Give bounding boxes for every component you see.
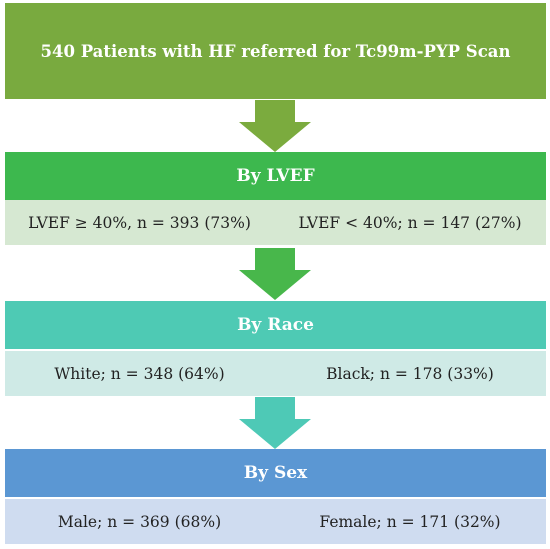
down-arrow-icon bbox=[239, 397, 311, 449]
down-arrow-icon bbox=[239, 248, 311, 300]
down-arrow-icon bbox=[239, 100, 311, 152]
lvef-header: By LVEF bbox=[5, 152, 546, 200]
sex-right-label: Female; n = 171 (32%) bbox=[319, 512, 501, 531]
race-left-box: White; n = 348 (64%) bbox=[5, 351, 274, 396]
top-box-label: 540 Patients with HF referred for Tc99m-… bbox=[40, 41, 511, 61]
race-header: By Race bbox=[5, 301, 546, 349]
sex-left-box: Male; n = 369 (68%) bbox=[5, 499, 274, 544]
sex-right-box: Female; n = 171 (32%) bbox=[274, 499, 546, 544]
sex-header: By Sex bbox=[5, 449, 546, 497]
lvef-right-box: LVEF < 40%; n = 147 (27%) bbox=[274, 200, 546, 245]
race-right-label: Black; n = 178 (33%) bbox=[326, 364, 494, 383]
lvef-heading: By LVEF bbox=[236, 166, 315, 186]
lvef-left-label: LVEF ≥ 40%, n = 393 (73%) bbox=[28, 213, 251, 232]
race-heading: By Race bbox=[237, 315, 314, 335]
lvef-left-box: LVEF ≥ 40%, n = 393 (73%) bbox=[5, 200, 274, 245]
sex-heading: By Sex bbox=[243, 463, 308, 483]
race-left-label: White; n = 348 (64%) bbox=[54, 364, 225, 383]
lvef-right-label: LVEF < 40%; n = 147 (27%) bbox=[298, 213, 522, 232]
sex-left-label: Male; n = 369 (68%) bbox=[57, 512, 222, 531]
top-box: 540 Patients with HF referred for Tc99m-… bbox=[5, 3, 546, 99]
race-right-box: Black; n = 178 (33%) bbox=[274, 351, 546, 396]
